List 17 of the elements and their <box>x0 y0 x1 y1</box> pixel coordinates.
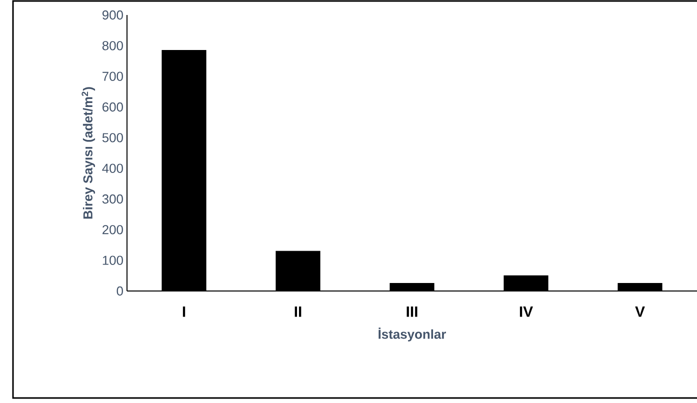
y-tick-label: 800 <box>102 41 123 50</box>
y-tick-label: 0 <box>116 286 123 296</box>
y-tick-label: 300 <box>102 194 123 204</box>
x-tick-label: IV <box>520 306 533 317</box>
x-tick-label: II <box>294 306 302 317</box>
x-tick-label: V <box>635 306 645 317</box>
y-tick-label: 700 <box>102 72 123 81</box>
y-tick-label: 500 <box>102 133 123 142</box>
y-tick-label: 400 <box>102 164 123 173</box>
y-axis-title: Birey Sayısı (adet/m$^{2}$) <box>82 87 96 219</box>
y-tick-label: 900 <box>102 10 123 20</box>
y-tick-label: 100 <box>102 256 123 265</box>
y-tick-label: 200 <box>102 225 123 234</box>
x-axis-title: İstasyonlar <box>378 328 446 342</box>
x-tick-label: III <box>406 306 418 317</box>
y-tick-label: 600 <box>102 102 123 112</box>
x-tick-label: I <box>182 306 186 317</box>
